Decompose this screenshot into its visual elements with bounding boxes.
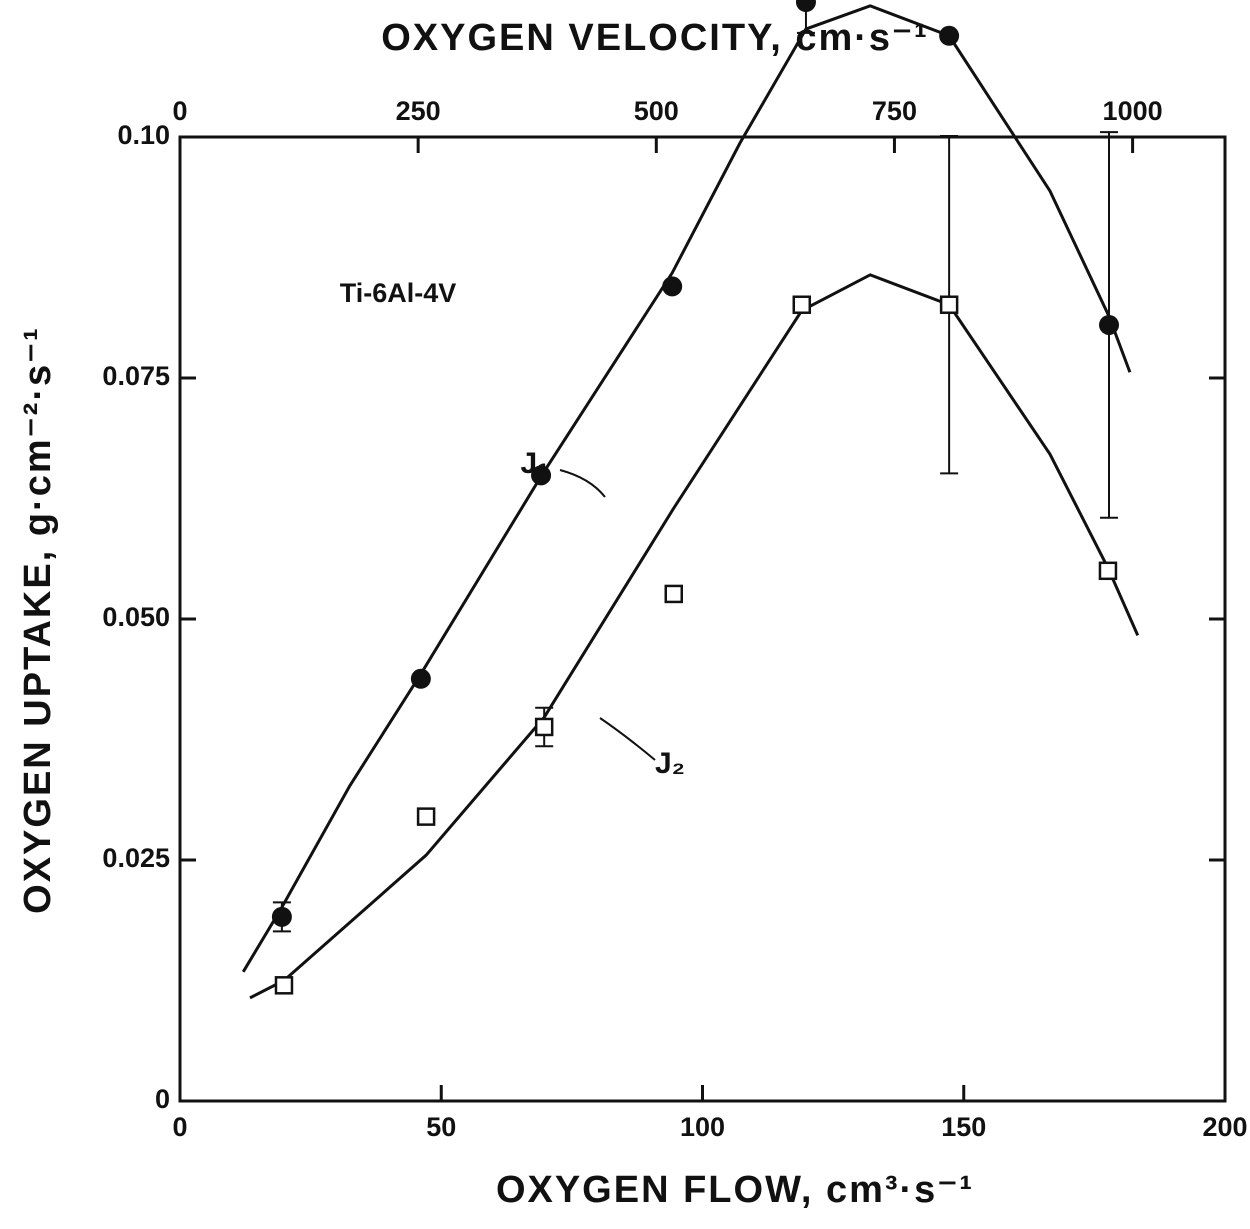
- data-point: [531, 465, 552, 486]
- y-tick-label: 0.025: [102, 843, 170, 873]
- y-tick-label: 0.050: [102, 602, 170, 632]
- data-point: [664, 584, 684, 604]
- x-tick-label: 100: [680, 1112, 725, 1142]
- data-point: [274, 976, 294, 995]
- series-label: J₁: [520, 447, 549, 480]
- top-tick-label: 0: [172, 96, 187, 126]
- label-leader: [559, 469, 606, 498]
- fit-curve: [241, 4, 1132, 973]
- top-tick-label: 500: [634, 96, 679, 126]
- fit-curve: [249, 273, 1140, 1000]
- annotation: Ti-6Al-4V: [340, 278, 457, 308]
- top-tick-label: 250: [396, 96, 441, 126]
- data-point: [939, 25, 960, 46]
- data-point: [792, 295, 812, 314]
- series-label: J₂: [655, 747, 685, 780]
- label-leader: [599, 717, 656, 761]
- y-axis-title: OXYGEN UPTAKE, g·cm⁻²·s⁻¹: [17, 326, 59, 914]
- data-point: [534, 717, 554, 737]
- data-point: [271, 906, 292, 927]
- y-tick-label: 0.10: [117, 120, 170, 150]
- top-axis-title: OXYGEN VELOCITY, cm·s⁻¹: [381, 17, 929, 59]
- data-point: [939, 295, 959, 314]
- data-point: [410, 668, 431, 689]
- x-tick-label: 200: [1202, 1112, 1247, 1142]
- y-tick-label: 0.075: [102, 361, 170, 391]
- data-point: [1099, 314, 1120, 335]
- y-tick-label: 0: [155, 1084, 170, 1114]
- x-tick-label: 50: [426, 1112, 456, 1142]
- plot-frame: [178, 135, 1227, 1103]
- top-tick-label: 750: [872, 96, 917, 126]
- data-point: [662, 276, 683, 297]
- data-point: [1098, 561, 1118, 581]
- top-tick-label: 1000: [1103, 96, 1163, 126]
- x-axis-title: OXYGEN FLOW, cm³·s⁻¹: [496, 1169, 974, 1211]
- data-point: [795, 0, 816, 13]
- data-point: [416, 807, 436, 826]
- x-tick-label: 150: [941, 1112, 986, 1142]
- x-tick-label: 0: [172, 1112, 187, 1142]
